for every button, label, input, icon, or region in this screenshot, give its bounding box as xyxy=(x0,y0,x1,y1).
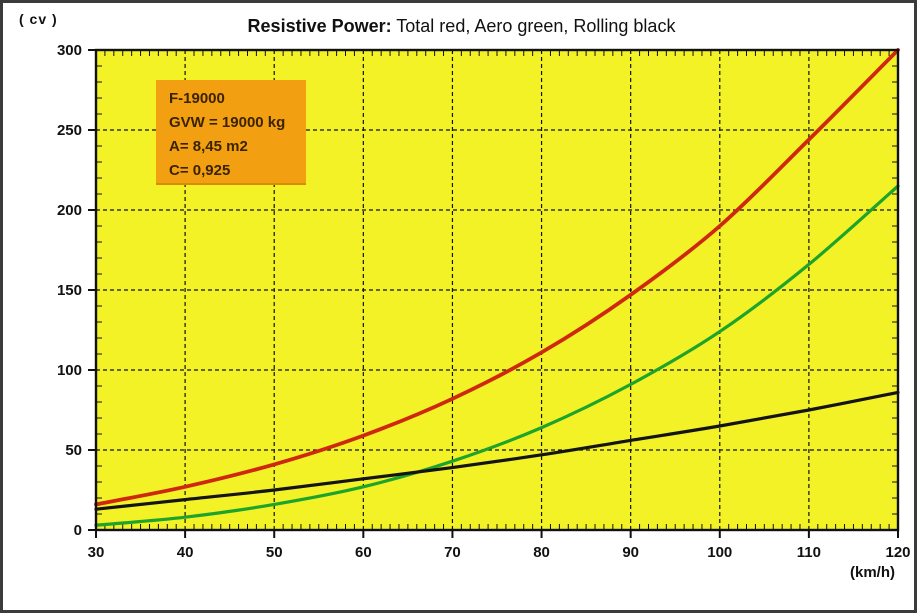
x-tick-label: 70 xyxy=(444,544,461,561)
x-tick-label: 60 xyxy=(355,544,372,561)
annotation-line-area: A= 8,45 m2 xyxy=(169,138,248,155)
series-total-curve xyxy=(94,48,900,507)
annotation-box: F-19000 GVW = 19000 kg A= 8,45 m2 C= 0,9… xyxy=(156,80,306,185)
chart-title-bold: Resistive Power: xyxy=(247,16,392,36)
chart-title-rest: Total red, Aero green, Rolling black xyxy=(391,16,676,36)
x-tick-label: 90 xyxy=(622,544,639,561)
chart-title: Resistive Power: Total red, Aero green, … xyxy=(3,16,914,37)
x-tick-label: 40 xyxy=(177,544,194,561)
plot-border xyxy=(94,48,900,532)
x-tick-label: 110 xyxy=(797,544,821,561)
y-tick-label: 250 xyxy=(57,122,82,139)
y-tick-label: 150 xyxy=(57,282,82,299)
y-tick-label: 300 xyxy=(57,42,82,59)
x-tick-label: 120 xyxy=(885,544,910,561)
series-rolling-curve xyxy=(94,390,900,511)
x-tick-label: 30 xyxy=(88,544,105,561)
y-axis-unit-label: ( cv ) xyxy=(19,11,58,27)
series-aero-curve xyxy=(94,184,900,527)
annotation-line-gvw: GVW = 19000 kg xyxy=(169,114,286,131)
x-tick-label: 100 xyxy=(707,544,732,561)
annotation-line-coefficient: C= 0,925 xyxy=(169,162,231,179)
x-axis-unit-label: (km/h) xyxy=(850,564,895,581)
y-tick-label: 200 xyxy=(57,202,82,219)
y-tick-label: 100 xyxy=(57,362,82,379)
annotation-line-model: F-19000 xyxy=(169,90,225,107)
x-tick-label: 50 xyxy=(266,544,283,561)
chart-canvas: 30 40 50 60 70 80 90 100 110 120 0 50 100 150 200 250 30… xyxy=(57,42,911,561)
y-tick-label: 0 xyxy=(74,522,82,539)
y-tick-label: 50 xyxy=(65,442,82,459)
x-tick-label: 80 xyxy=(533,544,550,561)
